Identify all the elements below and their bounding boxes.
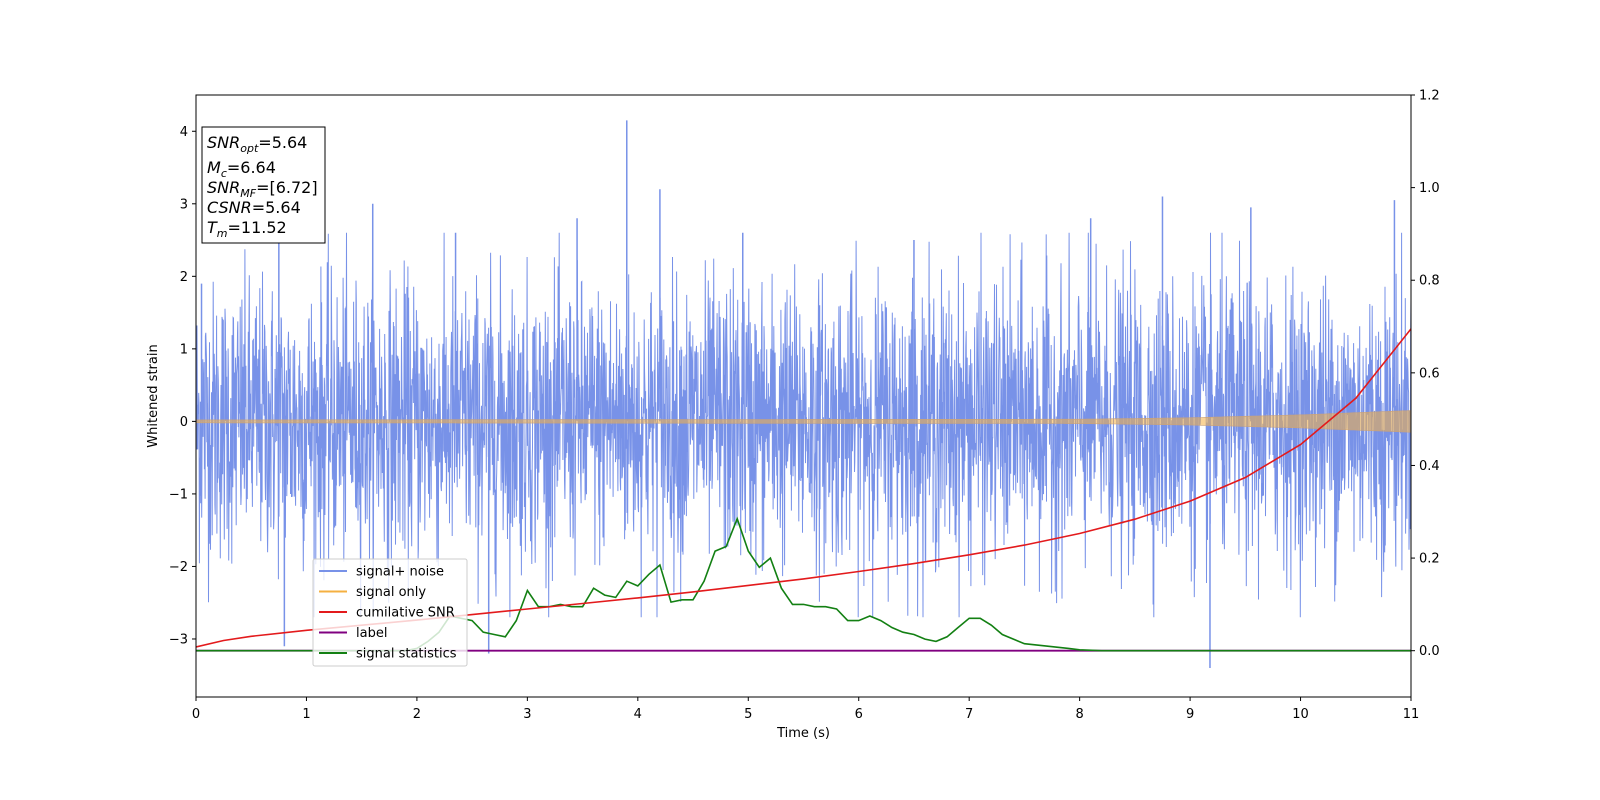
legend-frame: [312, 558, 468, 667]
y-axis-label: Whitened strain: [146, 344, 161, 447]
y-right-tick-label: 1.2: [1419, 89, 1440, 104]
plot-frame: [195, 94, 1412, 698]
y-left-tick-label: 2: [180, 270, 188, 285]
x-tick-label: 10: [1292, 707, 1309, 722]
x-axis-label: Time (s): [776, 726, 830, 741]
y-right-tick-label: 1.0: [1419, 181, 1440, 196]
y-left-tick-label: 1: [180, 342, 188, 357]
info-snr-opt: SNRopt=5.64: [207, 133, 307, 155]
y-left-tick-label: −3: [169, 632, 188, 647]
series-signal-only: [196, 410, 1411, 433]
legend: signal+ noise signal only cumilative SNR la…: [312, 558, 468, 667]
x-tick-label: 0: [192, 707, 200, 722]
y-right-tick-label: 0.6: [1419, 366, 1440, 381]
y-left-tick-label: 3: [180, 197, 188, 212]
legend-entry: label: [356, 626, 387, 641]
series-signal-noise: [196, 232, 1411, 618]
info-tm: Tm=11.52: [207, 218, 287, 240]
y-right-tick-label: 0.4: [1419, 459, 1440, 474]
x-tick-label: 7: [965, 707, 973, 722]
x-tick-label: 11: [1403, 707, 1420, 722]
x-tick-label: 8: [1075, 707, 1083, 722]
y-left-tick-label: −2: [169, 560, 188, 575]
x-tick-label: 6: [855, 707, 863, 722]
x-axis: 0 1 2 3 4 5 6 7 8 9 10 11: [192, 697, 1419, 722]
x-tick-label: 3: [523, 707, 531, 722]
y-axis-left: −3 −2 −1 0 1 2 3 4: [169, 125, 196, 647]
series-signal-statistics: [196, 516, 1411, 652]
y-left-tick-label: −1: [169, 487, 188, 502]
info-mc: Mc=6.64: [207, 158, 276, 180]
legend-entry: signal only: [356, 585, 426, 600]
y-right-tick-label: 0.8: [1419, 274, 1440, 289]
y-axis-right: 0.0 0.2 0.4 0.6 0.8 1.0 1.2: [1411, 89, 1440, 659]
info-snr-mf: SNRMF=[6.72]: [207, 178, 318, 200]
y-left-tick-label: 0: [180, 415, 188, 430]
info-box-frame: [201, 126, 326, 244]
y-left-tick-label: 4: [180, 125, 188, 140]
info-csnr: CSNR=5.64: [207, 198, 301, 217]
x-tick-label: 2: [413, 707, 421, 722]
x-tick-label: 1: [302, 707, 310, 722]
x-tick-label: 9: [1186, 707, 1194, 722]
info-box: SNRopt=5.64 Mc=6.64 SNRMF=[6.72] CSNR=5.…: [201, 126, 326, 244]
legend-entry: signal+ noise: [356, 565, 444, 580]
x-tick-label: 5: [744, 707, 752, 722]
legend-entry: signal statistics: [356, 647, 457, 662]
legend-entry: cumilative SNR: [356, 606, 455, 621]
y-right-tick-label: 0.0: [1419, 644, 1440, 659]
y-right-tick-label: 0.2: [1419, 552, 1440, 567]
x-tick-label: 4: [634, 707, 642, 722]
